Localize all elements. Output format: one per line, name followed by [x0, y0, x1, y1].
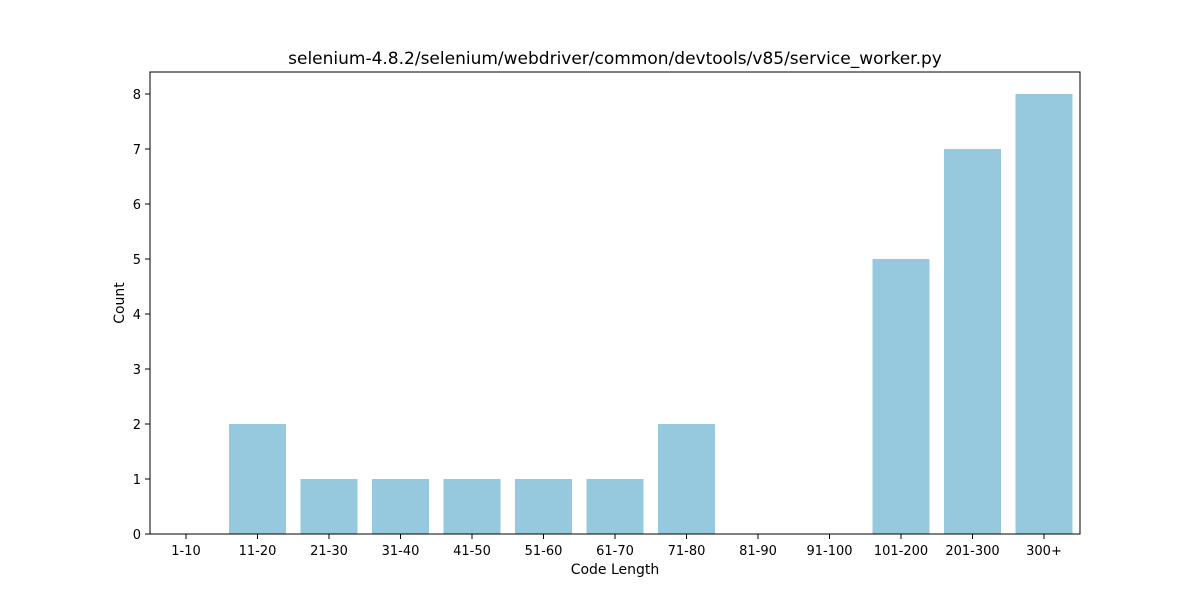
x-axis-label: Code Length [571, 562, 660, 578]
y-tick-label: 1 [133, 473, 141, 488]
y-tick-label: 6 [133, 198, 141, 213]
y-tick-label: 7 [133, 143, 141, 158]
bar-300+ [1015, 94, 1073, 534]
bar-61-70 [586, 479, 644, 534]
bar-21-30 [300, 479, 358, 534]
bar-71-80 [658, 424, 715, 534]
x-tick-label: 91-100 [806, 544, 852, 559]
bar-101-200 [872, 259, 930, 534]
chart-title: selenium-4.8.2/selenium/webdriver/common… [288, 49, 942, 69]
bar-201-300 [944, 149, 1001, 534]
x-tick-label: 11-20 [239, 544, 277, 559]
y-tick-label: 0 [133, 528, 141, 543]
x-tick-label: 31-40 [382, 544, 420, 559]
x-tick-label: 81-90 [739, 544, 777, 559]
x-tick-label: 21-30 [310, 544, 348, 559]
x-tick-label: 201-300 [945, 544, 999, 559]
bar-11-20 [229, 424, 286, 534]
x-axis-ticks: 1-10 11-20 21-30 31-40 41-50 51-60 61-70 71-80 8… [171, 534, 1062, 559]
bar-31-40 [372, 479, 429, 534]
y-axis-ticks: 0 1 2 3 4 5 6 7 8 [133, 88, 150, 543]
y-tick-label: 3 [133, 363, 141, 378]
x-tick-label: 61-70 [596, 544, 634, 559]
y-axis-label: Count [112, 282, 128, 324]
y-tick-label: 5 [133, 253, 141, 268]
bar-51-60 [515, 479, 572, 534]
bar-41-50 [443, 479, 501, 534]
x-tick-label: 51-60 [525, 544, 563, 559]
x-tick-label: 101-200 [874, 544, 928, 559]
y-tick-label: 4 [133, 308, 141, 323]
x-tick-label: 41-50 [453, 544, 491, 559]
y-tick-label: 2 [133, 418, 141, 433]
x-tick-label: 71-80 [668, 544, 706, 559]
bars-group [229, 94, 1073, 534]
x-tick-label: 1-10 [171, 544, 201, 559]
x-tick-label: 300+ [1026, 544, 1062, 559]
y-tick-label: 8 [133, 88, 141, 103]
plot-frame [149, 71, 1081, 535]
